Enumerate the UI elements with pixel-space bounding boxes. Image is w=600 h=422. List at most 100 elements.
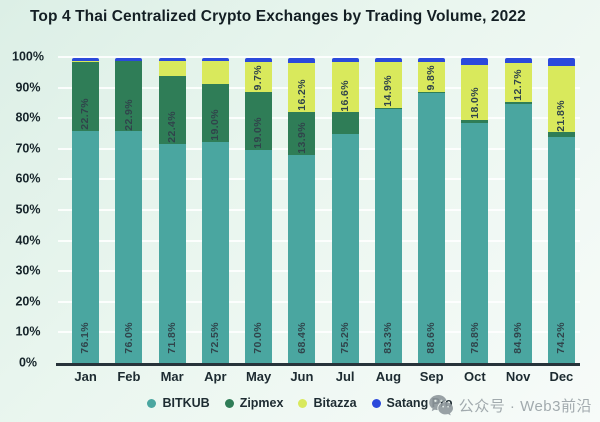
y-axis-tick-label: 20% [15,294,41,309]
bar-segment-zipmex [461,119,489,123]
bar-segment-zipmex: 22.7% [72,61,100,132]
stacked-bar: 19.0% 72.5% [201,58,229,364]
legend-label: Bitazza [313,396,357,410]
bar-segment-bitazza: 16.2% [288,62,316,113]
bar-segment-bitkub: 83.3% [374,109,402,364]
bar-segment-value-label: 19.0% [252,116,265,149]
x-axis-tick-label: Nov [505,369,531,384]
bar-segment-satang-pro [72,58,100,61]
y-axis-tick-label: 100% [12,49,44,64]
x-axis-tick-label: Jul [335,369,355,384]
bar-segment-zipmex [504,101,532,105]
bar-segment-zipmex: 13.9% [288,112,316,155]
watermark-text: 公众号 · Web3前沿 [458,397,592,415]
bar-segment-bitkub: 76.1% [72,131,100,364]
bar-segment-zipmex [331,112,359,134]
bar-segment-value-label: 22.9% [122,98,135,131]
legend-item-bitkub: BITKUB [147,396,210,410]
bar-column-mar: 22.4% 71.8% [151,58,194,364]
bar-segment-value-label: 22.7% [79,98,92,131]
watermark: 公众号 · Web3前沿 [428,394,592,416]
x-axis-tick-label: Feb [117,369,141,384]
bar-segment-bitkub: 84.9% [504,104,532,364]
bar-column-oct: 18.0% 78.8% [453,58,496,364]
x-axis-tick-label: May [245,369,272,384]
stacked-bar: 16.6% 75.2% [331,58,359,364]
bar-segment-bitazza: 16.6% [331,61,359,113]
x-axis-tick-label: Jun [290,369,314,384]
bar-segment-satang-pro [331,58,359,62]
bar-column-jan: 22.7% 76.1% [64,58,107,364]
bar-segment-bitkub: 72.5% [201,142,229,364]
bar-segment-value-label: 9.8% [425,65,438,91]
y-axis-tick-label: 80% [15,110,41,125]
bar-segment-bitkub: 76.0% [115,131,143,364]
bar-column-apr: 19.0% 72.5% [194,58,237,364]
bar-segment-value-label: 84.9% [511,322,524,354]
bar-segment-satang-pro [418,58,446,62]
stacked-bar: 9.8% 88.6% [418,58,446,364]
gridline [58,239,580,242]
bar-segment-bitkub: 71.8% [158,144,186,364]
bar-segment-value-label: 83.3% [382,322,395,354]
legend-swatch [371,398,381,408]
bar-segment-bitazza [158,61,186,76]
bar-segment-zipmex: 22.9% [115,61,143,132]
x-axis-tick-label: Apr [204,369,227,384]
bar-segment-value-label: 74.2% [555,322,568,354]
bar-segment-value-label: 12.7% [511,68,524,101]
bar-segment-value-label: 78.8% [468,322,481,354]
x-axis-tick-label: Mar [160,369,184,384]
bar-segment-value-label: 21.8% [555,99,568,132]
y-axis-tick-label: 10% [15,324,41,339]
bar-segment-bitazza: 9.8% [418,61,446,92]
bar-segment-value-label: 14.9% [382,74,395,107]
y-axis-tick-label: 50% [15,202,41,217]
bar-segment-value-label: 76.1% [79,322,92,354]
bar-segment-satang-pro [547,58,575,66]
bar-column-jun: 16.2% 13.9% 68.4% [280,58,323,364]
bar-segment-bitazza [72,60,100,62]
stacked-bar: 22.7% 76.1% [72,58,100,364]
bar-segment-bitazza: 21.8% [547,65,575,133]
plot-area [58,56,580,364]
stacked-bar: 9.7% 19.0% 70.0% [245,58,273,364]
bar-segment-zipmex: 22.4% [158,75,186,145]
gridline [58,56,580,58]
x-axis-tick-label: Oct [464,369,486,384]
bar-segment-value-label: 71.8% [165,322,178,354]
bar-segment-bitazza: 9.7% [245,61,273,92]
bar-segment-bitazza: 14.9% [374,61,402,108]
stacked-bar: 22.9% 76.0% [115,58,143,364]
bar-segment-zipmex: 19.0% [201,83,229,143]
gridline [58,117,580,120]
bar-segment-bitazza [201,61,229,84]
bar-segment-zipmex [374,107,402,110]
bar-segment-bitazza [115,60,143,62]
x-axis: Jan Feb Mar Apr May Jun Jul Aug Sep Oct Nov Dec [64,369,583,384]
bar-segment-satang-pro [115,58,143,61]
legend-swatch [298,398,308,408]
x-axis-line [56,363,580,366]
bar-segment-value-label: 68.4% [295,322,308,354]
x-axis-tick-label: Aug [375,369,402,384]
y-axis-tick-label: 70% [15,141,41,156]
bar-column-may: 9.7% 19.0% 70.0% [237,58,280,364]
gridline [58,331,580,334]
bar-segment-zipmex [418,91,446,93]
legend-label: BITKUB [162,396,210,410]
bar-segment-value-label: 70.0% [252,322,265,354]
y-axis-tick-label: 30% [15,263,41,278]
bar-column-dec: 21.8% 74.2% [540,58,583,364]
gridline [58,147,580,150]
bar-segment-zipmex: 19.0% [245,91,273,150]
gridline [58,270,580,273]
x-axis-tick-label: Dec [549,369,574,384]
stacked-bar: 12.7% 84.9% [504,58,532,364]
stacked-bar: 18.0% 78.8% [461,58,489,364]
bar-segment-satang-pro [201,58,229,62]
x-axis-tick-label: Jan [74,369,97,384]
bars-container: 22.7% 76.1% 22.9% 76.0% 22.4% 71.8% 19.0% 72.5%… [64,58,583,364]
bar-segment-value-label: 18.0% [468,87,481,119]
